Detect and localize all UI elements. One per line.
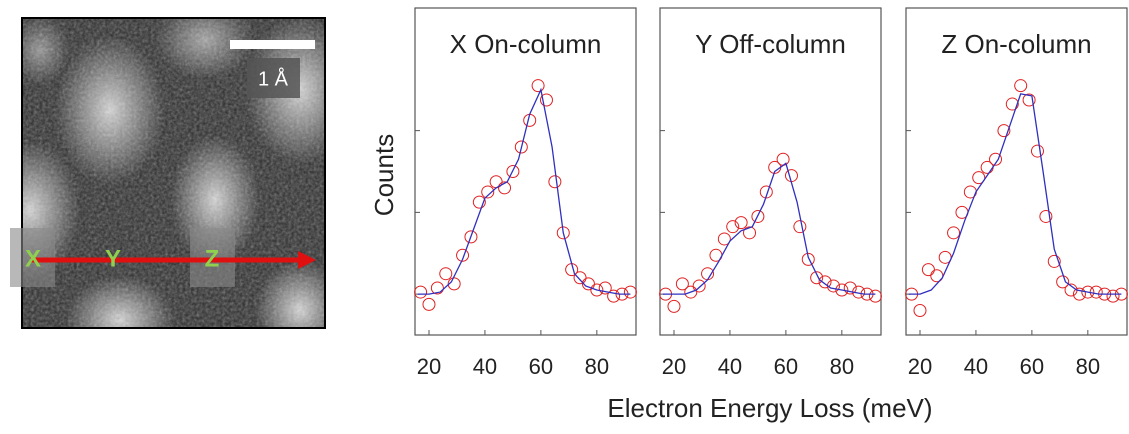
data-point xyxy=(548,175,562,189)
data-point xyxy=(539,93,553,107)
data-point xyxy=(726,220,740,234)
x-tick-label: 80 xyxy=(1076,354,1100,379)
data-point xyxy=(1047,254,1061,268)
data-point xyxy=(997,124,1011,138)
plot-frame xyxy=(905,7,1128,336)
data-point xyxy=(1056,275,1070,289)
data-point xyxy=(481,185,495,199)
data-point xyxy=(810,271,824,285)
data-point xyxy=(556,226,570,240)
data-point xyxy=(1022,93,1036,107)
data-point xyxy=(439,267,453,281)
data-point xyxy=(684,285,698,299)
x-tick-label: 40 xyxy=(473,354,497,379)
fit-line xyxy=(908,93,1122,295)
image-frame xyxy=(21,17,326,329)
data-point xyxy=(623,285,637,299)
data-point xyxy=(456,248,470,262)
x-tick-label: 80 xyxy=(585,354,609,379)
data-point xyxy=(692,279,706,293)
data-point xyxy=(921,263,935,277)
data-point xyxy=(913,303,927,317)
data-point xyxy=(422,297,436,311)
data-point xyxy=(868,289,882,303)
data-point xyxy=(1089,285,1103,299)
plot-area xyxy=(414,79,637,311)
data-point xyxy=(751,209,765,223)
data-point xyxy=(717,232,731,246)
data-point xyxy=(590,283,604,297)
data-point xyxy=(1106,289,1120,303)
plot-frame xyxy=(659,7,882,336)
data-point xyxy=(506,165,520,178)
data-point xyxy=(843,281,857,295)
data-point xyxy=(835,283,849,297)
x-tick-label: 20 xyxy=(908,354,932,379)
x-tick-label: 20 xyxy=(417,354,441,379)
data-point xyxy=(1014,79,1028,93)
data-point xyxy=(675,277,689,291)
scale-label-box xyxy=(247,58,300,98)
scale-bar xyxy=(230,40,315,49)
data-point xyxy=(1030,144,1044,158)
fit-line xyxy=(662,162,876,295)
stem-image xyxy=(22,18,325,328)
marker-label: Z xyxy=(205,245,220,272)
data-point xyxy=(801,252,815,266)
scale-label: 1 Å xyxy=(258,67,289,90)
data-point xyxy=(818,275,832,289)
x-tick-label: 20 xyxy=(662,354,686,379)
data-point xyxy=(472,195,486,209)
x-tick-label: 60 xyxy=(529,354,553,379)
data-point xyxy=(598,281,612,295)
data-point xyxy=(776,152,790,166)
title-box xyxy=(916,26,1117,64)
data-point xyxy=(581,277,595,291)
x-tick-label: 60 xyxy=(774,354,798,379)
data-point xyxy=(531,79,545,93)
title-box xyxy=(670,26,871,64)
data-point xyxy=(989,152,1003,166)
data-point xyxy=(1039,209,1053,223)
data-point xyxy=(784,169,798,183)
marker-label: X xyxy=(25,245,41,272)
arrow-head xyxy=(298,251,316,269)
x-tick-label: 80 xyxy=(830,354,854,379)
data-point xyxy=(1081,285,1095,299)
title-box xyxy=(425,26,626,64)
data-point xyxy=(1072,287,1086,301)
x-tick-label: 40 xyxy=(718,354,742,379)
x-tick-label: 40 xyxy=(964,354,988,379)
data-point xyxy=(947,226,961,240)
data-point xyxy=(607,289,621,303)
data-point xyxy=(414,285,428,299)
data-point xyxy=(464,230,478,244)
marker-label: Y xyxy=(105,245,121,272)
plot-area xyxy=(905,79,1128,317)
panel-title: Z On-column xyxy=(941,29,1091,59)
plot-frame xyxy=(414,7,637,336)
data-point xyxy=(734,216,748,230)
data-point xyxy=(743,226,757,240)
data-point xyxy=(972,171,986,185)
data-point xyxy=(430,281,444,295)
panel-title: Y Off-column xyxy=(695,29,846,59)
x-tick-label: 60 xyxy=(1020,354,1044,379)
data-point xyxy=(498,181,512,195)
panel-title: X On-column xyxy=(450,29,602,59)
data-point xyxy=(447,277,461,291)
plot-area xyxy=(659,152,882,313)
fit-line xyxy=(417,87,631,295)
x-axis-label: Electron Energy Loss (meV) xyxy=(607,393,932,423)
data-point xyxy=(667,299,681,313)
data-point xyxy=(1005,97,1019,111)
data-point xyxy=(514,140,528,154)
data-point xyxy=(793,220,807,234)
data-point xyxy=(573,271,587,285)
y-axis-label: Counts xyxy=(369,134,399,216)
